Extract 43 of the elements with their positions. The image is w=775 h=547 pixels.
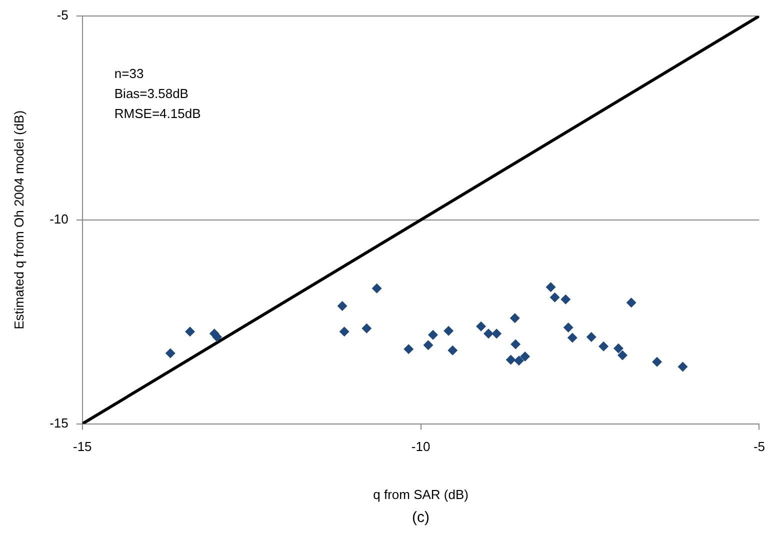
point [626,298,636,308]
point [514,356,524,366]
point [546,282,556,292]
point [404,344,414,354]
point [520,352,530,362]
point [613,343,624,354]
point [652,356,662,367]
point [165,348,176,358]
x-tick-label: -10 [411,439,430,454]
x-tick-label: -15 [72,439,92,454]
point [560,294,571,304]
point [339,326,350,337]
point [372,283,382,294]
annotation: Bias=3.58dB [114,86,188,101]
point [510,313,520,324]
point [476,321,486,332]
text: (c) [412,509,430,526]
point [598,341,609,352]
point [423,340,434,350]
point [337,300,348,311]
x-tick-label: -5 [753,439,765,454]
point [448,345,458,356]
point [362,323,372,334]
y-axis-title: Estimated q from Oh 2004 model (dB) [11,110,26,330]
annotation: n=33 [114,66,144,81]
point [444,326,454,336]
point [618,350,628,360]
x-axis-title: q from SAR (dB) [373,486,468,502]
y-tick-label: -5 [56,8,68,23]
point [563,322,574,333]
annotation: RMSE=4.15dB [114,106,201,121]
y-tick-label: -15 [50,415,68,430]
point [567,332,578,343]
y-tick-label: -10 [50,211,68,226]
point [678,362,688,372]
point [510,339,521,350]
point [506,354,516,365]
point [586,332,596,342]
point [550,292,560,302]
point [185,326,196,337]
point [428,330,438,340]
point [483,328,494,339]
point [492,328,502,339]
